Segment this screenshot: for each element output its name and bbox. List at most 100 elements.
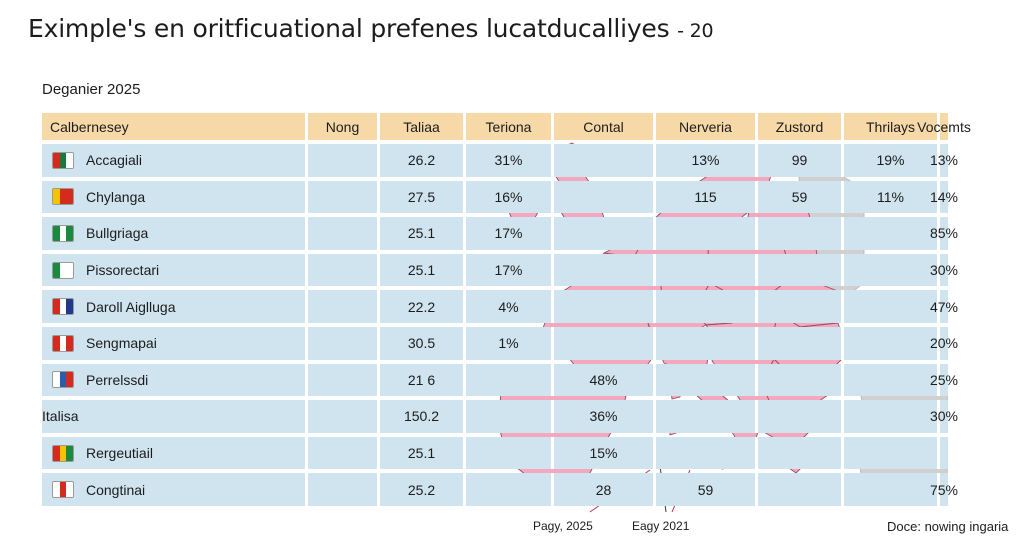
- column-header: Thrilays: [844, 113, 940, 140]
- flag-icon: [52, 371, 74, 389]
- table-cell: [758, 327, 844, 360]
- title-text: Eximple's en oritficuational prefenes lu…: [28, 14, 670, 43]
- table-cell: 150.2: [380, 400, 466, 433]
- table-cell: 115: [656, 180, 758, 214]
- flag-icon: [52, 261, 74, 279]
- table-cell: [844, 436, 940, 470]
- table-cell: [758, 290, 844, 323]
- row-name: Chylanga: [86, 188, 146, 205]
- table-grid: Calbernesey Nong Taliaa Teriona Contal Nerver…: [42, 113, 971, 506]
- flag-icon: [52, 188, 74, 206]
- table-cell: [758, 363, 844, 397]
- table-cell: [466, 363, 554, 397]
- column-header: Zustord: [758, 113, 844, 140]
- column-header: Nerveria: [656, 113, 758, 140]
- flag-icon: [52, 334, 74, 352]
- table-cell: [466, 436, 554, 470]
- table-cell: [844, 363, 940, 397]
- table-cell: [844, 400, 940, 433]
- table-cell: 30%: [930, 253, 958, 287]
- row-name-cell: Congtinai: [42, 473, 308, 506]
- footer-label-1: Pagy, 2025: [533, 519, 593, 533]
- table-cell: [844, 253, 940, 287]
- table-cell: [656, 253, 758, 287]
- table-cell-empty: [308, 436, 380, 470]
- table-cell-empty: [308, 473, 380, 506]
- flag-icon: [52, 444, 74, 462]
- row-name-cell: Pissorectari: [42, 253, 308, 287]
- row-name: Sengmapai: [86, 335, 157, 352]
- table-row: Chylanga 27.5 16% 115 59 11% 14%: [42, 180, 958, 214]
- table-cell: [554, 217, 656, 250]
- table-cell: 59: [656, 473, 758, 506]
- table-cell: [554, 253, 656, 287]
- table-cell: 22.2: [380, 290, 466, 323]
- table-cell: 99: [758, 144, 844, 177]
- table-row: Rergeutiail 25.1 15%: [42, 436, 948, 470]
- table-cell: 1%: [466, 327, 554, 360]
- table-cell: 17%: [466, 253, 554, 287]
- table-cell: 59: [758, 180, 844, 214]
- table-cell: 14%: [930, 180, 958, 214]
- table-cell: [758, 217, 844, 250]
- table-cell-empty: [308, 327, 380, 360]
- row-name-cell: Daroll Aiglluga: [42, 290, 308, 323]
- table-cell: [844, 217, 940, 250]
- table-cell: 11%: [844, 180, 940, 214]
- table-cell: 19%: [844, 144, 940, 177]
- table-cell: 25.1: [380, 253, 466, 287]
- column-header: Calbernesey: [42, 113, 308, 140]
- row-name-cell: Italisa: [42, 400, 308, 433]
- table-cell: [758, 473, 844, 506]
- column-header: Contal: [554, 113, 656, 140]
- table-cell: 15%: [554, 436, 656, 470]
- table-cell: 25.1: [380, 436, 466, 470]
- table-cell: [758, 253, 844, 287]
- table-row: Bullgriaga 25.1 17% 85%: [42, 217, 958, 250]
- table-cell: 27.5: [380, 180, 466, 214]
- row-name-cell: Perrelssdi: [42, 363, 308, 397]
- table-cell: 30.5: [380, 327, 466, 360]
- table-row: Daroll Aiglluga 22.2 4% 47%: [42, 290, 958, 323]
- table-cell: [656, 217, 758, 250]
- table-cell: 30%: [930, 400, 958, 433]
- table-cell: [656, 290, 758, 323]
- table-cell-empty: [308, 290, 380, 323]
- table-cell: 21 6: [380, 363, 466, 397]
- subtitle: Deganier 2025: [42, 81, 141, 98]
- table-cell: [656, 400, 758, 433]
- table-cell: 4%: [466, 290, 554, 323]
- table-row: Perrelssdi 21 6 48% 25%: [42, 363, 958, 397]
- table-cell: 25.1: [380, 217, 466, 250]
- footer-label-2: Eagy 2021: [632, 519, 690, 533]
- table-cell-empty: [308, 180, 380, 214]
- table-cell: [656, 363, 758, 397]
- row-name-cell: Sengmapai: [42, 327, 308, 360]
- table-cell: 17%: [466, 217, 554, 250]
- table-cell: [466, 400, 554, 433]
- table-cell: [466, 473, 554, 506]
- table-row: Italisa 150.2 36% 30%: [42, 400, 958, 433]
- page-title: Eximple's en oritficuational prefenes lu…: [28, 14, 714, 43]
- table-cell: 25%: [930, 363, 958, 397]
- row-name: Accagiali: [86, 152, 143, 169]
- row-name-cell: Bullgriaga: [42, 217, 308, 250]
- table-row: Accagiali 26.2 31% 13% 99 19% 13%: [42, 144, 958, 177]
- table-cell: 13%: [930, 144, 958, 177]
- table-cell-empty: [308, 217, 380, 250]
- flag-icon: [52, 481, 74, 499]
- table-cell: [844, 290, 940, 323]
- table-cell: [844, 473, 940, 506]
- row-name: Pissorectari: [86, 262, 160, 279]
- column-header: Taliaa: [380, 113, 466, 140]
- title-suffix: - 20: [677, 20, 714, 42]
- table-cell: 20%: [930, 327, 958, 360]
- table-cell: [758, 400, 844, 433]
- column-header: Teriona: [466, 113, 554, 140]
- row-name: Bullgriaga: [86, 225, 149, 242]
- flag-icon: [52, 151, 74, 169]
- table-cell: [554, 327, 656, 360]
- table-cell: [554, 180, 656, 214]
- data-table: Calbernesey Nong Taliaa Teriona Contal Nerver…: [42, 113, 971, 506]
- table-cell: [554, 144, 656, 177]
